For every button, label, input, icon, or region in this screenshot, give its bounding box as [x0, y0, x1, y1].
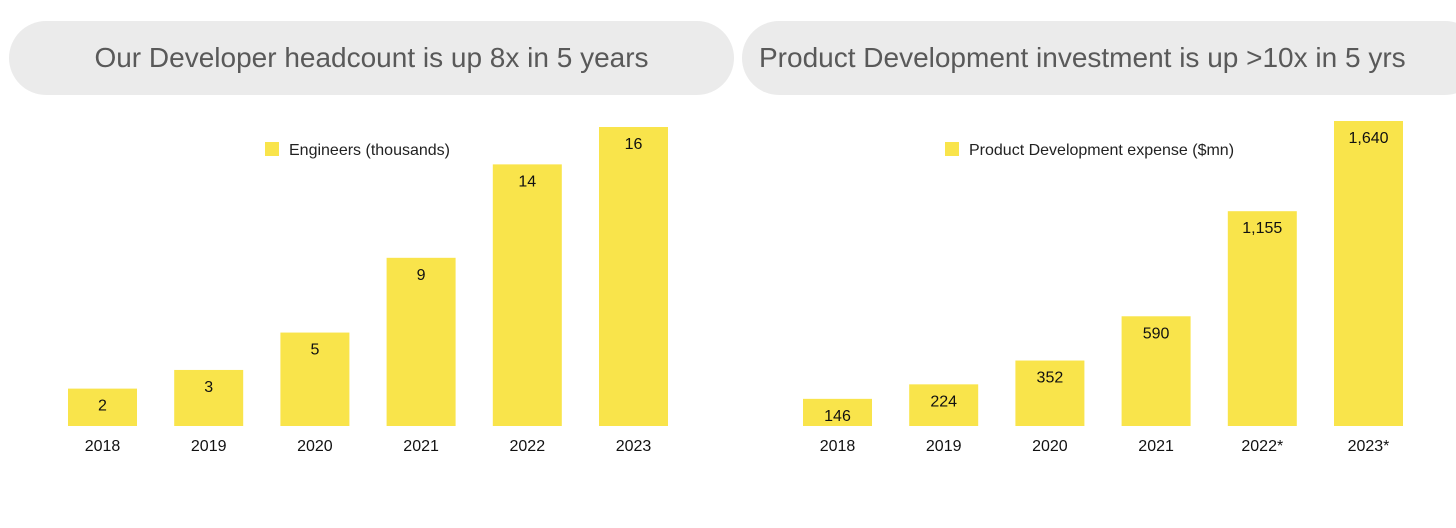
legend-swatch [945, 142, 959, 156]
legend-swatch [265, 142, 279, 156]
category-label: 2018 [85, 438, 121, 455]
bar-2020 [280, 332, 350, 426]
value-label: 352 [1037, 370, 1064, 387]
value-label: 5 [310, 342, 319, 359]
bar-2022 [492, 164, 562, 426]
value-label: 1,640 [1348, 130, 1388, 147]
bar-2021 [1121, 316, 1191, 426]
category-label: 2020 [1032, 438, 1068, 455]
bar-2019 [909, 384, 979, 426]
category-label: 2018 [820, 438, 856, 455]
value-label: 2 [98, 398, 107, 415]
bar-2020 [1015, 360, 1085, 426]
bar-2023 [599, 127, 668, 426]
bar-2022 [1227, 211, 1297, 426]
value-label: 1,155 [1242, 220, 1282, 237]
bar-2021 [386, 257, 456, 426]
bar-2018 [803, 398, 872, 426]
value-label: 146 [824, 408, 851, 425]
legend-label: Engineers (thousands) [289, 142, 450, 159]
bar-2019 [174, 369, 244, 426]
bar-2018 [68, 388, 137, 426]
category-label: 2019 [191, 438, 227, 455]
chart-title-investment: Product Development investment is up >10… [742, 21, 1456, 95]
value-label: 9 [417, 267, 426, 284]
legend-label: Product Development expense ($mn) [969, 142, 1234, 159]
category-label: 2023 [616, 438, 652, 455]
bar-2023 [1334, 121, 1403, 426]
category-label: 2020 [297, 438, 333, 455]
category-label: 2022 [510, 438, 546, 455]
value-label: 3 [204, 379, 213, 396]
category-label: 2021 [1138, 438, 1174, 455]
category-label: 2019 [926, 438, 962, 455]
category-label: 2022* [1241, 438, 1283, 455]
category-label: 2023* [1348, 438, 1390, 455]
category-label: 2021 [403, 438, 439, 455]
value-label: 224 [930, 393, 957, 410]
chart-title-headcount: Our Developer headcount is up 8x in 5 ye… [9, 21, 734, 95]
headcount-bar-chart: Engineers (thousands) 2 2018 3 2019 5 2020 9 202… [68, 127, 668, 455]
value-label: 16 [625, 136, 643, 153]
value-label: 590 [1143, 325, 1170, 342]
value-label: 14 [518, 173, 536, 190]
